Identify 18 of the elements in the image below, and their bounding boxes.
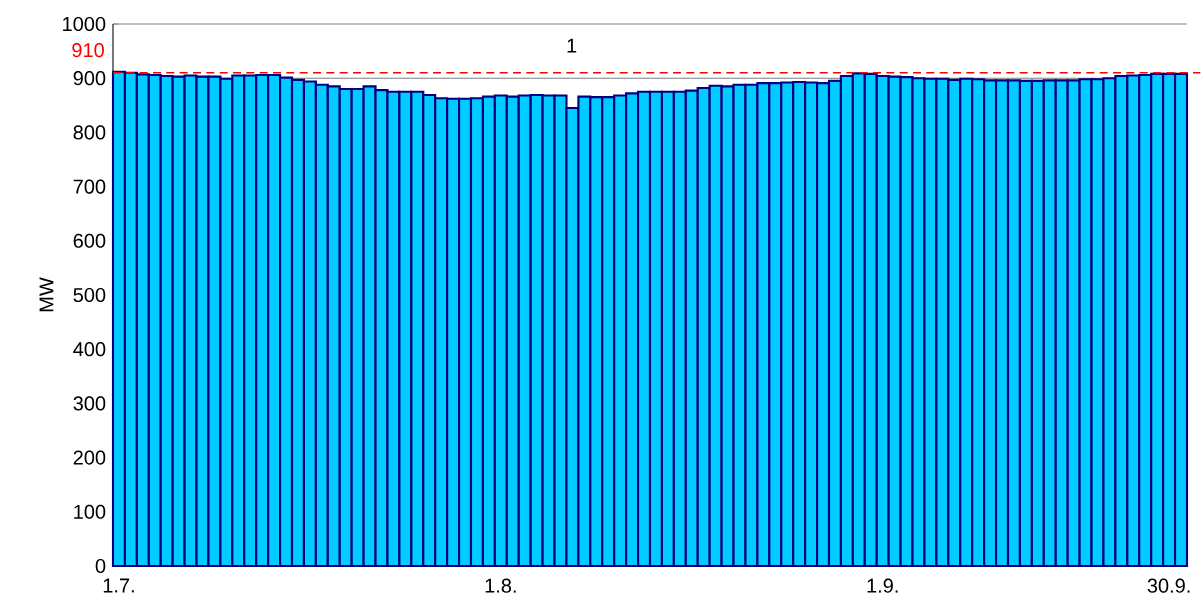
ref-line-label: 910 (72, 43, 104, 58)
y-axis-title: MW (39, 277, 54, 312)
y-tick-label: 700 (73, 179, 106, 194)
annotation: 1 (567, 38, 577, 53)
y-tick-label: 300 (73, 396, 106, 411)
y-tick-label: 0 (95, 558, 106, 574)
y-tick-label: 900 (73, 71, 106, 86)
y-tick-label: 800 (73, 125, 106, 140)
y-tick-label: 400 (73, 342, 106, 357)
y-tick-label: 600 (73, 233, 106, 248)
y-tick-label: 200 (73, 450, 106, 465)
x-tick-label: 1.7. (103, 578, 134, 593)
y-tick-label: 100 (74, 504, 106, 519)
y-tick-label: 1000 (63, 16, 106, 32)
x-tick-label: 30.9. (1147, 578, 1190, 593)
y-tick-label: 500 (73, 287, 106, 303)
x-tick-label: 1.8. (485, 578, 516, 593)
x-tick-label: 1.9. (867, 578, 898, 593)
